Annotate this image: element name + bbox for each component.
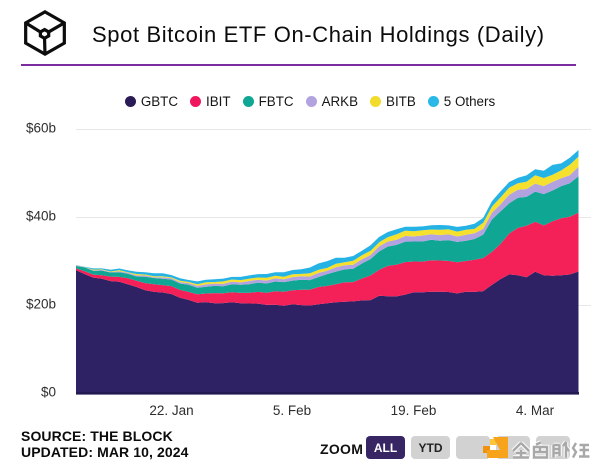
svg-text:4. Mar: 4. Mar [516,403,555,418]
svg-text:5. Feb: 5. Feb [273,403,311,418]
svg-text:22. Jan: 22. Jan [149,403,193,418]
svg-text:$20b: $20b [26,297,56,312]
svg-text:$60b: $60b [26,121,56,136]
svg-text:19. Feb: 19. Feb [391,403,437,418]
svg-text:$0: $0 [41,385,56,400]
svg-text:$40b: $40b [26,209,56,224]
